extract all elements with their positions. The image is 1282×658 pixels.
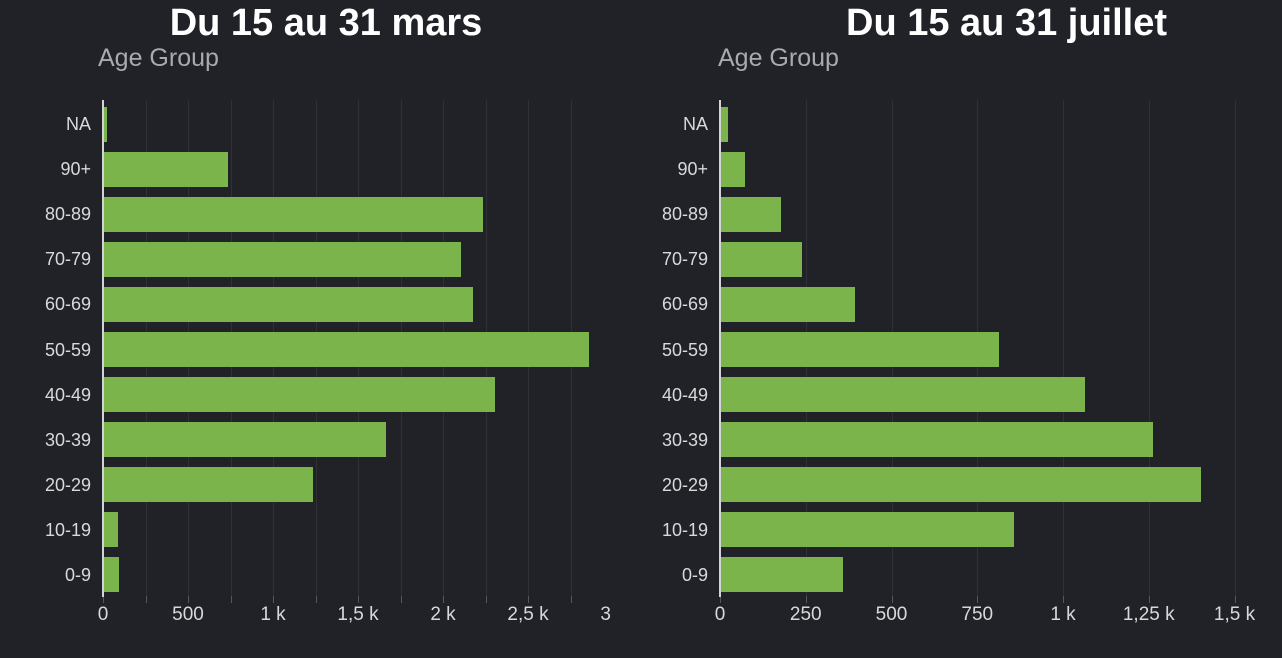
- y-tick-label: 50-59: [661, 339, 708, 360]
- y-tick-label: NA: [65, 114, 91, 135]
- plot-area-mars: 0 500 1 k 1,5 k 2 k 2,5 k 3 k NA 90+ 80-89 70-79 60…: [0, 100, 613, 625]
- y-tick-label: 20-29: [661, 474, 708, 495]
- bar-60-69[interactable]: [721, 286, 855, 322]
- x-tick-label: 0: [714, 604, 726, 625]
- bar-40-49[interactable]: [104, 377, 495, 413]
- y-tick-label: 40-49: [661, 384, 708, 405]
- x-tick-label: 2 k: [430, 604, 456, 625]
- axis-tick: [977, 596, 979, 603]
- plot-area-juillet: 0 250 500 750 1 k 1,25 k 1,5 k NA 90+ 80-89 70-79 6…: [640, 100, 1282, 625]
- y-tick-label: 10-19: [661, 519, 708, 540]
- axis-tick: [570, 596, 572, 603]
- x-tick-label: 1,5 k: [1213, 604, 1256, 625]
- axis-tick: [103, 596, 104, 603]
- axis-tick: [230, 596, 232, 603]
- bar-70-79[interactable]: [104, 241, 461, 277]
- bar-90+[interactable]: [104, 151, 229, 187]
- y-axis-line: [102, 100, 104, 597]
- y-axis-title: Age Group: [98, 44, 219, 72]
- y-tick-label: 90+: [677, 159, 708, 180]
- bar-50-59[interactable]: [104, 332, 589, 367]
- y-tick-label: 30-39: [661, 429, 708, 450]
- axis-tick: [805, 596, 807, 603]
- y-axis-line: [719, 100, 721, 597]
- y-tick-label: 10-19: [44, 519, 91, 540]
- y-tick-label: 50-59: [44, 339, 91, 360]
- bar-0-9[interactable]: [104, 557, 120, 593]
- x-tick-label: 1,5 k: [337, 604, 379, 625]
- bar-30-39[interactable]: [721, 422, 1154, 458]
- y-axis-title: Age Group: [718, 44, 839, 72]
- bar-80-89[interactable]: [721, 196, 782, 232]
- bar-10-19[interactable]: [104, 512, 118, 548]
- x-tick-label: 3 k: [600, 604, 613, 625]
- bar-50-59[interactable]: [721, 332, 999, 367]
- bar-na[interactable]: [721, 106, 728, 142]
- x-tick-label: 1 k: [1050, 604, 1076, 625]
- x-tick-label: 1,25 k: [1122, 604, 1175, 625]
- bar-80-89[interactable]: [104, 196, 484, 232]
- axis-tick: [1063, 596, 1064, 603]
- gridline: [1148, 100, 1150, 596]
- bar-60-69[interactable]: [104, 286, 473, 322]
- y-tick-label: 60-69: [661, 294, 708, 315]
- bar-na[interactable]: [104, 106, 108, 142]
- axis-tick: [891, 596, 893, 603]
- x-tick-label: 500: [875, 604, 908, 625]
- x-tick-label: 1 k: [260, 604, 286, 625]
- bar-40-49[interactable]: [721, 377, 1085, 413]
- y-tick-label: 80-89: [44, 204, 91, 225]
- chart-title-mars: Du 15 au 31 mars: [169, 2, 483, 44]
- bar-90+[interactable]: [721, 151, 745, 187]
- bar-20-29[interactable]: [104, 467, 314, 503]
- x-tick-label: 250: [789, 604, 822, 625]
- chart-panel-juillet: Du 15 au 31 juillet Age Group 0 250 500 750…: [640, 0, 1282, 658]
- y-tick-label: 70-79: [661, 249, 708, 270]
- x-tick-label: 0: [97, 604, 109, 625]
- chart-panel-mars: Du 15 au 31 mars Age Group 0 500 1 k 1,5 k 2…: [0, 0, 613, 658]
- x-tick-label: 2,5 k: [507, 604, 549, 625]
- bar-20-29[interactable]: [721, 467, 1202, 503]
- y-tick-label: 0-9: [64, 564, 91, 585]
- bar-10-19[interactable]: [721, 512, 1015, 548]
- y-tick-label: 80-89: [661, 204, 708, 225]
- y-tick-label: 0-9: [681, 564, 708, 585]
- axis-tick: [358, 596, 359, 603]
- axis-tick: [1148, 596, 1150, 603]
- axis-tick: [443, 596, 444, 603]
- gridline: [1063, 100, 1064, 596]
- y-tick-label: 90+: [60, 159, 91, 180]
- x-tick-label: 750: [961, 604, 994, 625]
- axis-tick: [485, 596, 487, 603]
- axis-tick: [528, 596, 529, 603]
- bar-0-9[interactable]: [721, 557, 843, 593]
- y-tick-label: 40-49: [44, 384, 91, 405]
- y-tick-label: 30-39: [44, 429, 91, 450]
- y-tick-label: NA: [682, 114, 708, 135]
- axis-tick: [145, 596, 147, 603]
- y-tick-label: 60-69: [44, 294, 91, 315]
- bar-30-39[interactable]: [104, 422, 387, 458]
- axis-tick: [400, 596, 402, 603]
- bar-70-79[interactable]: [721, 241, 802, 277]
- gridline: [1234, 100, 1236, 596]
- x-tick-label: 500: [172, 604, 204, 625]
- axis-tick: [315, 596, 317, 603]
- y-tick-label: 70-79: [44, 249, 91, 270]
- chart-title-juillet: Du 15 au 31 juillet: [846, 2, 1167, 44]
- axis-tick: [188, 596, 189, 603]
- axis-tick: [273, 596, 274, 603]
- y-tick-label: 20-29: [44, 474, 91, 495]
- axis-tick: [720, 596, 721, 603]
- axis-tick: [1234, 596, 1236, 603]
